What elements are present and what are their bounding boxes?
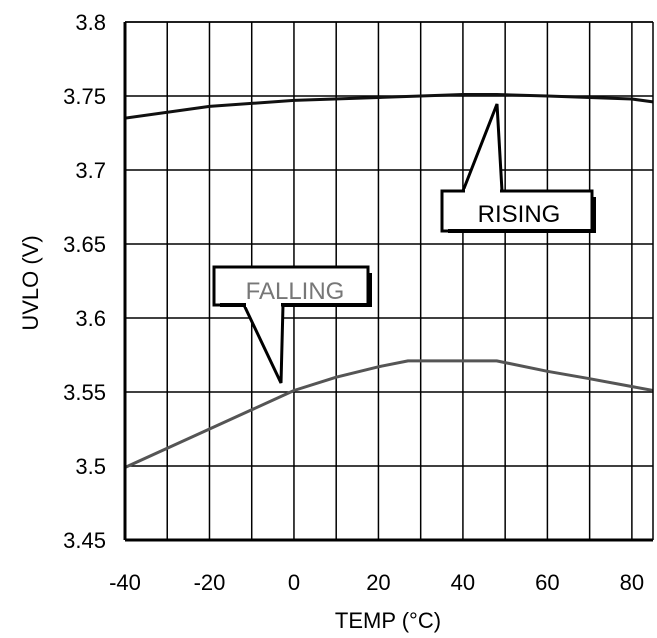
x-tick-label: 60 [535,570,559,595]
y-tick-label: 3.65 [63,232,106,257]
x-tick-label: 40 [451,570,475,595]
series-line-rising [124,93,654,120]
x-axis-label: TEMP (°C) [335,608,441,633]
falling-callout-shadow [368,273,372,307]
rising-callout-shadow-bottom [448,229,596,233]
y-tick-label: 3.45 [63,528,106,553]
rising-callout-pointer [460,103,504,193]
x-tick-label: 80 [620,570,644,595]
x-tick-label: 20 [366,570,390,595]
y-axis-label: UVLO (V) [18,235,43,330]
rising-callout: RISING [440,103,596,233]
falling-callout-pointer [241,303,285,384]
x-tick-label: -40 [109,570,141,595]
x-tick-label: 0 [288,570,300,595]
y-tick-label: 3.8 [75,10,106,35]
rising-callout-shadow [592,197,596,233]
grid [125,21,653,541]
series-line-falling [124,359,654,469]
series-lines [124,93,654,469]
y-tick-label: 3.75 [63,84,106,109]
x-tick-label: -20 [194,570,226,595]
falling-callout: FALLING [212,265,372,384]
rising-callout-label: RISING [478,201,561,228]
axes [123,21,654,542]
y-tick-label: 3.7 [75,158,106,183]
x-tick-labels: -40 -20 0 20 40 60 80 [109,570,644,595]
y-tick-label: 3.5 [75,454,106,479]
falling-callout-shadow-bottom [220,303,372,307]
y-tick-label: 3.55 [63,380,106,405]
y-tick-label: 3.6 [75,306,106,331]
falling-callout-label: FALLING [246,278,345,305]
y-tick-labels: 3.8 3.75 3.7 3.65 3.6 3.55 3.5 3.45 [63,10,106,553]
rising-callout-box [440,189,594,233]
